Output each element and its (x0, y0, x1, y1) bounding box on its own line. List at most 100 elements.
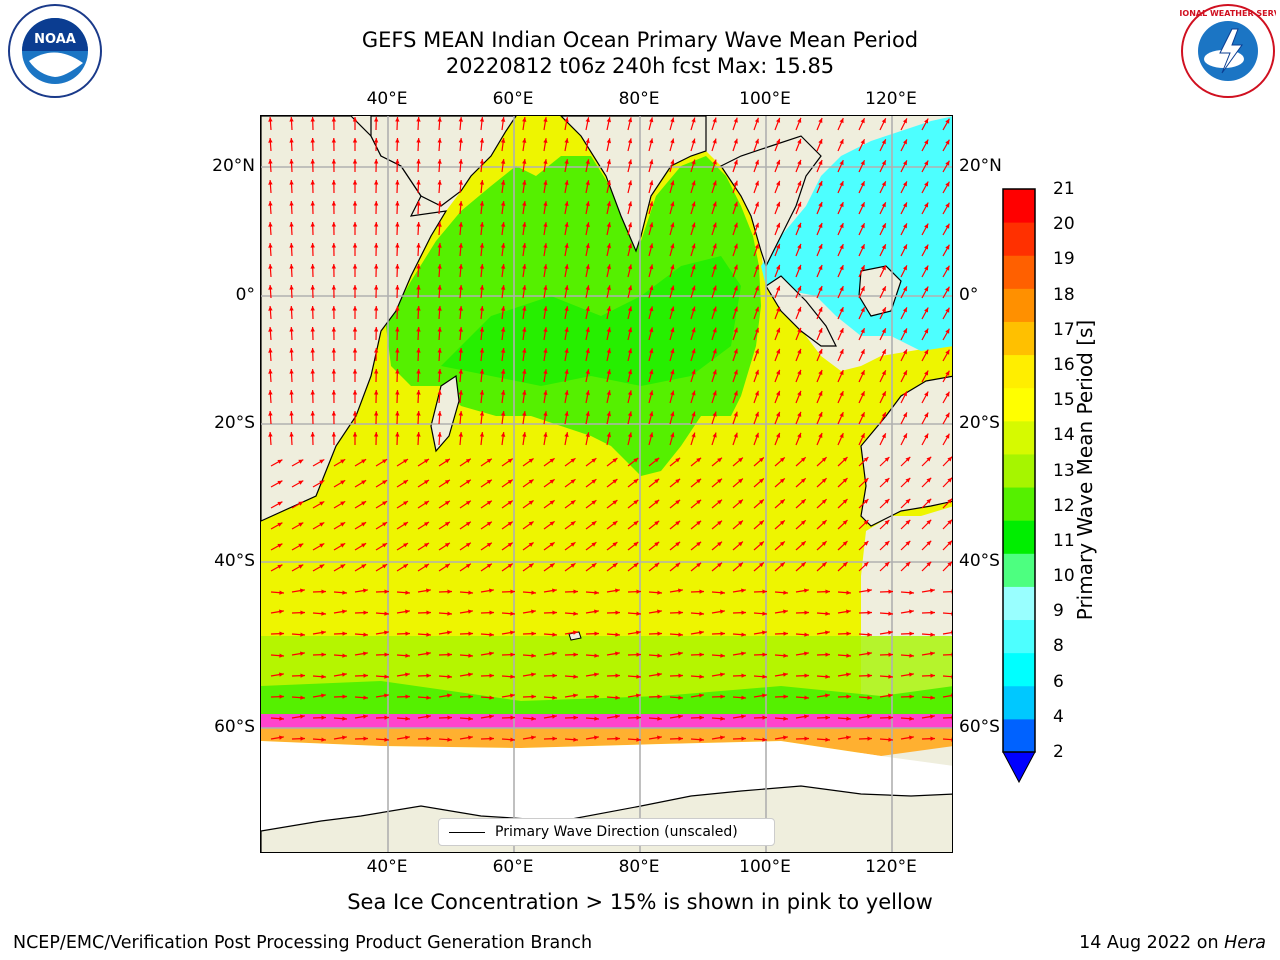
wave-arrow-head (606, 201, 611, 207)
wave-arrow-head (627, 327, 633, 333)
wave-arrow-head (804, 695, 809, 700)
wave-arrow-head (675, 499, 681, 505)
wave-arrow-head (712, 411, 717, 417)
wave-arrow-head (522, 369, 527, 374)
wave-arrow-head (500, 369, 506, 374)
wave-arrow-head (310, 390, 315, 395)
wave-arrow-head (860, 307, 865, 313)
wave-arrow-head (384, 611, 389, 616)
wave-arrow-head (818, 244, 823, 249)
wave-arrow-head (839, 391, 844, 397)
wave-arrow-head (403, 501, 408, 506)
wave-arrow-head (395, 138, 400, 143)
wave-arrow-head (268, 327, 273, 332)
wave-arrow-head (881, 202, 886, 208)
colorbar-tick-label: 6 (1053, 671, 1064, 692)
wave-arrow-head (342, 672, 347, 677)
wave-arrow-head (447, 630, 452, 635)
wave-arrow-head (636, 693, 641, 698)
wave-arrow-head (712, 306, 717, 312)
wave-arrow-head (720, 590, 725, 595)
wave-arrow-head (636, 674, 641, 679)
wave-arrow-head (500, 201, 506, 206)
wave-arrow-head (691, 138, 696, 144)
wave-arrow (942, 717, 952, 719)
wave-arrow-head (352, 306, 358, 311)
wave-arrow-head (741, 673, 746, 678)
wave-arrow-head (699, 589, 704, 594)
wave-arrow-head (268, 285, 273, 290)
wave-arrow-head (564, 159, 569, 164)
wave-arrow-head (342, 694, 347, 699)
y-tick-right: 40°S (959, 551, 1000, 571)
wave-arrow-head (321, 652, 326, 657)
wave-arrow-head (585, 285, 590, 291)
wave-arrow-head (564, 432, 569, 437)
wave-arrow-head (310, 327, 315, 332)
wave-arrow-head (924, 202, 929, 208)
wave-arrow-head (800, 520, 806, 525)
wave-arrow-head (783, 653, 788, 658)
wave-arrow-head (500, 138, 506, 143)
wave-arrow-head (657, 653, 662, 658)
wave-arrow-head (825, 737, 830, 742)
wave-arrow-head (277, 522, 283, 527)
wave-arrow-head (627, 432, 633, 438)
wave-arrow-head (395, 285, 400, 290)
wave-arrow-head (416, 201, 421, 206)
wave-arrow-head (310, 432, 315, 437)
wave-arrow-head (606, 390, 611, 396)
wave-arrow-head (543, 243, 548, 248)
sea-ice-note: Sea Ice Concentration > 15% is shown in … (347, 890, 933, 914)
wave-arrow-head (759, 520, 764, 526)
wave-arrow-head (678, 632, 683, 637)
wave-arrow-head (615, 588, 620, 593)
wave-arrow-head (779, 520, 785, 525)
wave-arrow-head (712, 138, 717, 144)
wave-arrow-head (416, 306, 421, 311)
wave-arrow-head (591, 563, 597, 568)
wave-arrow-head (776, 306, 781, 312)
wave-arrow-head (888, 652, 893, 657)
wave-arrow-head (298, 480, 304, 485)
wave-arrow-head (779, 562, 785, 567)
wave-arrow-head (733, 306, 738, 312)
wave-arrow-head (945, 160, 950, 166)
wave-arrow-head (424, 543, 429, 548)
wave-arrow-head (649, 411, 654, 417)
wave-arrow-head (712, 348, 717, 354)
wave-arrow-head (696, 520, 702, 526)
wave-arrow-head (627, 306, 633, 312)
wave-arrow-head (500, 180, 506, 185)
wave-arrow-head (649, 222, 654, 228)
wave-arrow-head (783, 735, 788, 740)
wave-arrow-head (405, 590, 410, 595)
wave-arrow-head (670, 411, 675, 417)
wave-arrow-head (395, 411, 400, 416)
wave-arrow-head (654, 457, 660, 463)
wave-arrow-head (930, 736, 935, 741)
wave-arrow-head (331, 243, 336, 248)
wave-arrow-head (522, 222, 527, 227)
wave-arrow-head (479, 222, 485, 227)
wave-arrow-head (361, 564, 367, 569)
wave-arrow-head (670, 201, 675, 207)
wave-arrow-head (321, 693, 326, 698)
wave-arrow-head (754, 411, 759, 417)
wave-arrow-head (458, 222, 463, 227)
colorbar-tick-label: 16 (1053, 354, 1075, 375)
wave-arrow-head (289, 390, 294, 395)
wave-arrow-head (426, 736, 431, 741)
wave-arrow-head (951, 630, 952, 635)
wave-arrow-head (636, 611, 641, 616)
wave-arrow-head (489, 651, 494, 656)
wave-arrow-head (363, 651, 368, 656)
wave-arrow-head (465, 563, 471, 569)
wave-arrow-head (279, 653, 284, 658)
wave-arrow-head (818, 433, 823, 438)
wave-arrow-head (564, 327, 569, 332)
wave-arrow-head (842, 478, 848, 483)
wave-arrow (942, 591, 952, 593)
wave-arrow-head (699, 630, 704, 635)
wave-arrow-head (289, 285, 294, 290)
